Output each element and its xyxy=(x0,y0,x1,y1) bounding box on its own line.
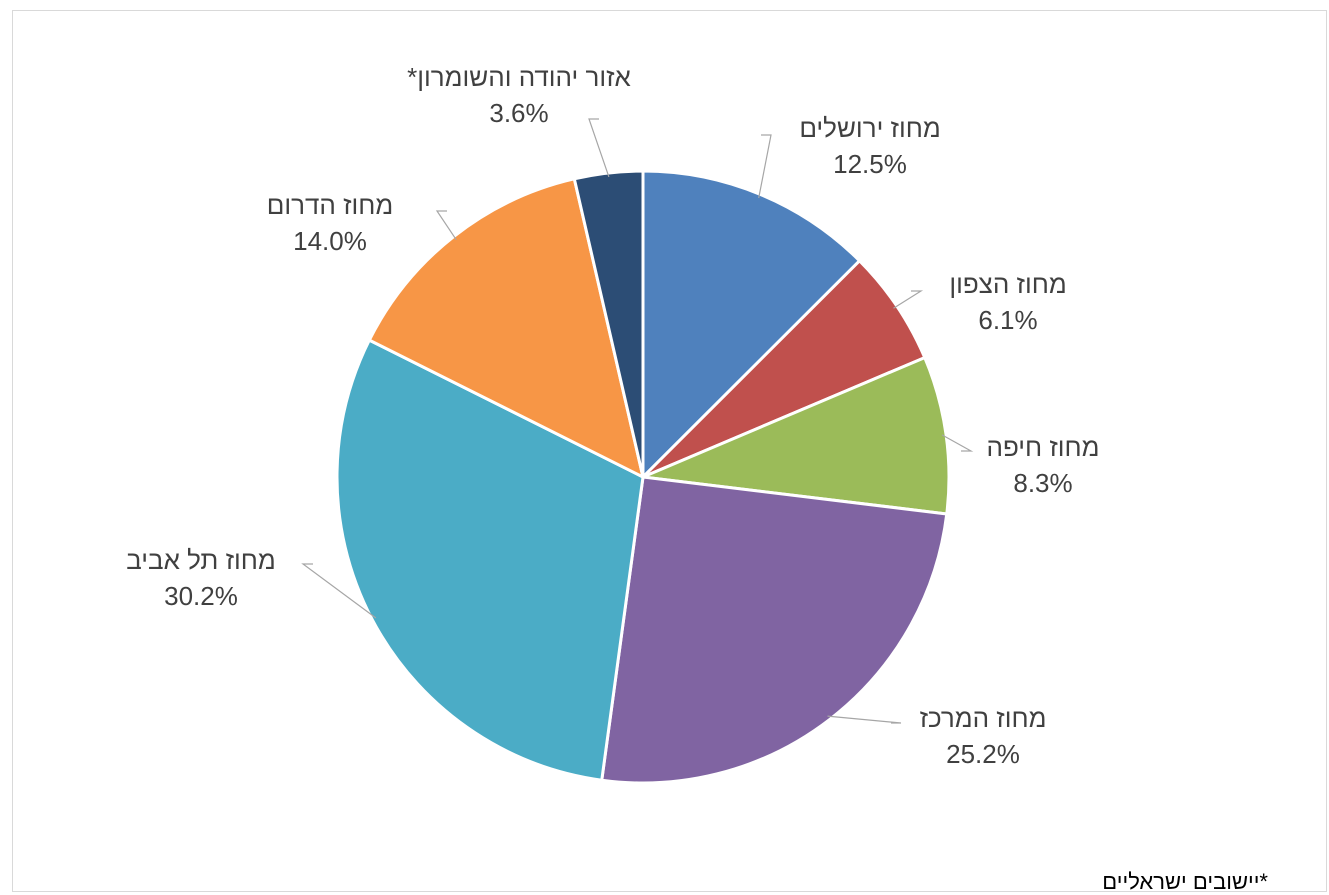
pie-slices xyxy=(335,169,951,785)
slice-label-7: אזור יהודה והשומרון* xyxy=(407,62,631,92)
slice-label-4: מחוז המרכז xyxy=(920,703,1047,733)
leader-line-3 xyxy=(941,434,974,452)
leader-line-1 xyxy=(758,134,772,199)
leader-line-2 xyxy=(893,290,924,309)
slice-label-3: מחוז חיפה xyxy=(986,432,1099,462)
pie-slice-4 xyxy=(600,475,949,785)
slice-value-3: 8.3% xyxy=(1013,468,1072,498)
leader-line-6 xyxy=(435,210,457,241)
pie-slice-5 xyxy=(335,338,645,782)
chart-frame: מחוז ירושלים 12.5% מחוז הצפון 6.1% מחוז חיפה… xyxy=(12,10,1327,894)
leader-line-7 xyxy=(588,118,610,178)
slice-value-2: 6.1% xyxy=(978,305,1037,335)
leader-line-4 xyxy=(827,715,902,724)
leader-lines xyxy=(301,118,974,724)
pie-slice-3 xyxy=(641,356,951,516)
pie-slice-1 xyxy=(641,169,862,479)
slice-value-5: 30.2% xyxy=(164,581,238,611)
slice-label-6: מחוז הדרום xyxy=(267,190,394,220)
footnote: *יישובים ישראליים xyxy=(1102,869,1268,894)
slice-value-6: 14.0% xyxy=(293,226,367,256)
slice-value-1: 12.5% xyxy=(833,149,907,179)
slice-value-4: 25.2% xyxy=(946,739,1020,769)
pie-slice-7 xyxy=(572,169,645,479)
data-labels: מחוז ירושלים 12.5% מחוז הצפון 6.1% מחוז חיפה… xyxy=(126,62,1099,769)
slice-label-5: מחוז תל אביב xyxy=(126,545,275,575)
slice-label-2: מחוז הצפון xyxy=(949,269,1066,299)
slice-label-1: מחוז ירושלים xyxy=(799,113,940,143)
slice-value-7: 3.6% xyxy=(489,98,548,128)
leader-line-5 xyxy=(301,563,377,619)
pie-chart: מחוז ירושלים 12.5% מחוז הצפון 6.1% מחוז חיפה… xyxy=(126,62,1100,785)
